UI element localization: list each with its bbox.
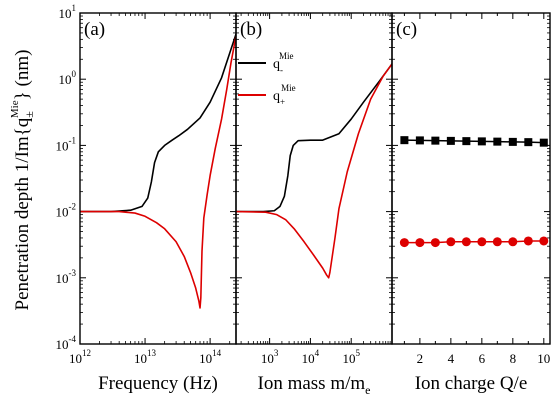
- panel-2-x-tick-label-exponent: 3: [274, 348, 279, 358]
- panel-3-marker-square: [431, 136, 440, 145]
- panel-2-x-axis-label-sub: e: [365, 383, 370, 397]
- y-tick-label-exponent: 0: [72, 69, 77, 79]
- y-tick-label: 10-2: [56, 202, 77, 220]
- panel-3-x-axis-label-main: Ion charge Q/e: [415, 373, 528, 394]
- y-tick-label-base: 10: [59, 72, 72, 87]
- panel-2-legend-label-2: q+ Mie: [273, 83, 296, 107]
- panel-1-x-axis-label-main: Frequency (Hz): [98, 373, 218, 394]
- panel-2-legend-label-base: q: [273, 89, 280, 104]
- panel-1-series-line-2: [80, 35, 236, 309]
- panel-3-frame: [391, 12, 551, 345]
- panel-2-x-tick-label-base: 10: [261, 351, 274, 366]
- panel-3-marker-square: [524, 138, 533, 147]
- y-tick-label-base: 10: [56, 337, 69, 352]
- panel-2-x-axis-label-main: Ion mass m/m: [258, 373, 366, 394]
- y-axis-label-end: } (nm): [12, 50, 33, 101]
- panel-3-label: (c): [396, 19, 417, 40]
- panel-3-marker-square: [539, 138, 548, 147]
- panel-1-x-tick-label-exponent: 12: [82, 348, 91, 358]
- panel-2-label: (b): [240, 19, 262, 40]
- panel-3-marker-circle: [539, 236, 549, 246]
- panel-3-marker-square: [477, 137, 486, 146]
- y-tick-label: 10-3: [56, 268, 77, 286]
- panel-1-series-line-1: [80, 33, 236, 213]
- panel-1-x-tick-label-base: 10: [69, 351, 82, 366]
- y-tick-label-exponent: -4: [69, 334, 77, 344]
- y-tick-label: 10-4: [56, 334, 77, 352]
- panel-3-marker-circle: [461, 237, 471, 247]
- panel-3-x-tick-label: 6: [479, 351, 486, 366]
- panel-1-x-tick-label: 1013: [134, 348, 157, 366]
- panel-2-series-line-1: [236, 63, 392, 213]
- panel-1-x-tick-label-base: 10: [134, 351, 147, 366]
- panel-3: 2 4 6 8 10 Ion charge Q/e (c): [391, 12, 551, 394]
- panel-3-marker-circle: [508, 237, 518, 247]
- panel-2-series-group: [236, 63, 392, 279]
- panel-3-marker-square: [400, 136, 409, 145]
- panel-3-marker-square: [446, 136, 455, 145]
- panel-3-marker-square: [415, 136, 424, 145]
- panel-2-x-tick-label: 105: [342, 348, 360, 366]
- panel-3-marker-circle: [477, 237, 487, 247]
- panel-1-x-axis-label: Frequency (Hz): [98, 373, 218, 394]
- panel-2-x-tick-label-base: 10: [342, 351, 355, 366]
- y-axis-label-sub: ±: [22, 111, 36, 118]
- panel-3-marker-square: [508, 137, 517, 146]
- panel-3-marker-circle: [430, 238, 440, 248]
- panel-3-marker-square: [462, 137, 471, 146]
- y-tick-label-base: 10: [56, 138, 69, 153]
- panel-3-marker-square: [493, 137, 502, 146]
- panel-1-x-tick-label-base: 10: [199, 351, 212, 366]
- y-axis-label-main: Penetration depth 1/Im{q: [12, 117, 33, 310]
- panel-1-x-tick-label: 1012: [69, 348, 91, 366]
- y-tick-label-exponent: 1: [72, 3, 77, 13]
- y-axis-label: Penetration depth 1/Im{q±Mie} (nm): [9, 50, 36, 311]
- panel-1-label: (a): [84, 19, 105, 40]
- panel-1-series-group: [80, 33, 236, 309]
- panel-3-marker-circle: [523, 236, 533, 246]
- y-tick-label: 100: [59, 69, 77, 87]
- panel-2-x-tick-label-exponent: 4: [315, 348, 320, 358]
- panel-3-marker-circle: [492, 237, 502, 247]
- panel-3-series-line-2: [404, 240, 544, 244]
- y-tick-label: 10-1: [56, 135, 77, 153]
- panel-3-x-tick-label: 2: [417, 351, 424, 366]
- panel-3-x-tick-label: 8: [510, 351, 517, 366]
- y-tick-label-exponent: -1: [69, 135, 77, 145]
- panel-2-x-tick-label: 103: [261, 348, 279, 366]
- y-tick-label-exponent: -2: [69, 202, 77, 212]
- panel-2-legend-label-base: q: [273, 57, 280, 72]
- panel-3-x-tick-label: 4: [448, 351, 455, 366]
- panel-1-x-tick-label-exponent: 13: [147, 348, 157, 358]
- panel-2-x-tick-label: 104: [302, 348, 320, 366]
- panel-2-series-line-2: [236, 63, 392, 279]
- y-tick-label-base: 10: [56, 205, 69, 220]
- y-axis-label-sup: Mie: [9, 100, 21, 118]
- panel-2-x-tick-label-exponent: 5: [355, 348, 360, 358]
- panel-2-legend-label-sup: Mie: [281, 83, 296, 93]
- panel-1-x-tick-label-exponent: 14: [212, 348, 222, 358]
- panel-2-legend-label-sub: -: [280, 65, 283, 75]
- panel-2-x-axis-label: Ion mass m/me: [258, 373, 371, 397]
- panel-3-marker-circle: [446, 237, 456, 247]
- panel-3-series-line-1: [404, 139, 544, 144]
- panel-1-x-tick-label: 1014: [199, 348, 222, 366]
- y-tick-label-base: 10: [59, 6, 72, 21]
- y-tick-label-base: 10: [56, 271, 69, 286]
- panel-3-marker-circle: [399, 238, 409, 248]
- panel-3-x-tick-label: 10: [537, 351, 550, 366]
- panel-2-legend-label-sup: Mie: [279, 51, 294, 61]
- panel-2-legend-label-sub: +: [280, 97, 285, 107]
- y-tick-label: 101: [59, 3, 77, 21]
- panel-3-x-axis-label: Ion charge Q/e: [415, 373, 528, 394]
- panel-3-series-group: [399, 136, 549, 248]
- panel-2-legend-label-1: q- Mie: [273, 51, 294, 75]
- y-tick-label-exponent: -3: [69, 268, 77, 278]
- panel-3-marker-circle: [415, 238, 425, 248]
- panel-2-x-tick-label-base: 10: [302, 351, 315, 366]
- panel-1-frame: [79, 12, 237, 345]
